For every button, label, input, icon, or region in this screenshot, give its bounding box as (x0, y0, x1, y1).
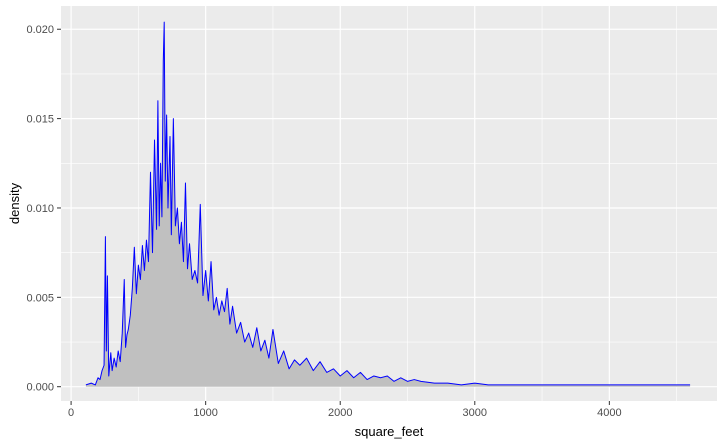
density-marks (85, 21, 691, 387)
y-tick-label: 0.005 (26, 292, 54, 304)
y-tick-label: 0.010 (26, 203, 54, 215)
x-tick-label: 2000 (328, 407, 352, 419)
density-line (85, 21, 691, 386)
x-tick-label: 0 (68, 407, 74, 419)
y-tick-label: 0.020 (26, 24, 54, 36)
x-tick-label: 1000 (193, 407, 217, 419)
x-tick-label: 4000 (597, 407, 621, 419)
y-tick-label: 0.000 (26, 382, 54, 394)
y-axis-ticks: 0.000 0.005 0.010 0.015 0.020 (26, 24, 61, 394)
density-area (85, 22, 691, 387)
y-tick-label: 0.015 (26, 114, 54, 126)
x-tick-label: 3000 (463, 407, 487, 419)
x-axis-ticks: 0 1000 2000 3000 4000 (68, 401, 622, 419)
y-axis-title: density (7, 182, 22, 224)
x-axis-title: square_feet (355, 424, 424, 439)
